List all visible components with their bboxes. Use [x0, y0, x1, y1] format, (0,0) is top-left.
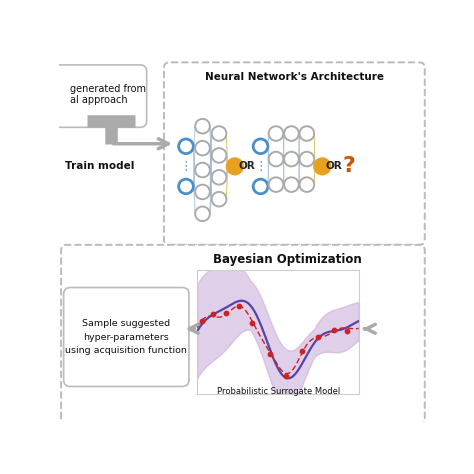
- Text: Neural Network's Architecture: Neural Network's Architecture: [205, 72, 384, 82]
- Circle shape: [195, 185, 210, 199]
- Circle shape: [179, 139, 193, 154]
- Text: Bayesian Optimization: Bayesian Optimization: [213, 253, 361, 266]
- Text: ⋮: ⋮: [255, 160, 267, 173]
- Circle shape: [284, 152, 299, 166]
- Text: ?: ?: [342, 156, 355, 176]
- Circle shape: [300, 126, 314, 141]
- Circle shape: [253, 179, 268, 194]
- Circle shape: [179, 179, 193, 194]
- Circle shape: [300, 152, 314, 166]
- Circle shape: [300, 177, 314, 192]
- Circle shape: [195, 141, 210, 155]
- Text: OR: OR: [238, 161, 255, 172]
- Text: OR: OR: [326, 161, 342, 172]
- Circle shape: [212, 148, 227, 163]
- Circle shape: [212, 192, 227, 207]
- Circle shape: [269, 152, 283, 166]
- FancyBboxPatch shape: [164, 63, 425, 245]
- Circle shape: [195, 163, 210, 177]
- Circle shape: [212, 170, 227, 185]
- FancyBboxPatch shape: [64, 288, 189, 386]
- FancyBboxPatch shape: [34, 65, 146, 128]
- Circle shape: [269, 126, 283, 141]
- Circle shape: [284, 177, 299, 192]
- Text: Train model: Train model: [65, 161, 134, 171]
- Circle shape: [314, 158, 330, 174]
- Circle shape: [195, 119, 210, 134]
- Circle shape: [253, 139, 268, 154]
- Circle shape: [269, 177, 283, 192]
- Text: ⋮: ⋮: [180, 160, 192, 173]
- Circle shape: [284, 126, 299, 141]
- Text: Sample suggested
hyper-parameters
using acquisition function: Sample suggested hyper-parameters using …: [65, 319, 187, 356]
- Circle shape: [195, 207, 210, 221]
- FancyBboxPatch shape: [61, 245, 425, 424]
- Text: Probabilistic Surrogate Model: Probabilistic Surrogate Model: [217, 387, 340, 396]
- Circle shape: [212, 126, 227, 141]
- Circle shape: [227, 158, 243, 174]
- Text: generated from
al approach: generated from al approach: [70, 84, 146, 105]
